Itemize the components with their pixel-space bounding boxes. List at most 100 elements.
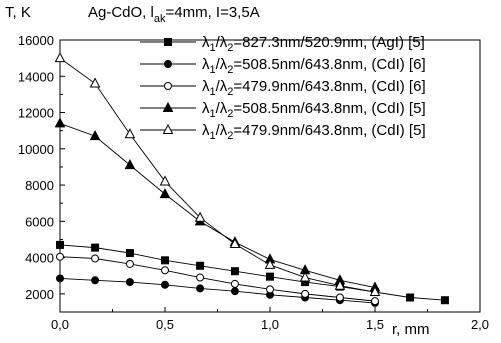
legend-marker [164,60,172,68]
legend-marker [164,82,172,90]
data-point [440,296,449,305]
data-point [161,280,169,289]
legend-label-part: =479.9nm/643.8nm, (CdI) [6] [233,78,425,95]
x-tick-label: 0,5 [156,317,174,332]
data-point [56,274,64,283]
data-point [299,271,311,282]
legend-label: λ1/λ2=479.9nm/643.8nm, (CdI) [5] [202,122,426,142]
x-tick-label: 2,0 [471,317,489,332]
legend-label-part: λ [202,78,210,95]
legend-label-part: =508.5nm/643.8nm, (CdI) [6] [233,56,425,73]
legend-marker [164,38,172,46]
series-line [59,278,376,304]
chart-title: Ag-CdO, lak=4mm, I=3,5A [88,4,260,25]
y-tick-label: 12000 [18,106,54,121]
legend-label-part: 1 [210,108,216,120]
legend-label-part: 2 [227,64,233,76]
data-point [196,284,205,293]
legend-label-part: λ [202,34,210,51]
series-line [59,122,376,288]
legend-entry-4: λ1/λ2=508.5nm/643.8nm, (CdI) [5] [140,100,426,120]
data-point [159,188,171,199]
legend-label: λ1/λ2=827.3nm/520.9nm, (AgI) [5] [202,34,425,54]
legend-label-part: =479.9nm/643.8nm, (CdI) [5] [233,122,425,139]
data-point [89,130,101,141]
data-point [230,267,239,276]
legend-label-part: /λ [216,56,228,73]
y-tick-label: 8000 [25,178,54,193]
data-point [230,279,239,288]
data-point [266,272,274,281]
data-point [369,285,381,297]
data-point [229,237,241,248]
series-line [59,256,376,302]
legend-label-part: λ [202,56,210,73]
legend-entry-5: λ1/λ2=479.9nm/643.8nm, (CdI) [5] [140,122,426,142]
data-point [264,258,276,269]
series-5 [54,52,381,297]
x-tick-label: 1,0 [261,317,279,332]
data-point [91,243,100,252]
legend-label-part: /λ [216,78,228,95]
data-point [230,287,239,296]
data-point [125,278,134,287]
x-axis-label: r, mm [392,321,430,338]
data-point [334,279,346,290]
data-point [91,254,100,263]
legend-label-part: 2 [227,108,233,120]
data-point [196,273,205,282]
data-point [335,293,344,302]
series-4 [54,117,381,292]
y-tick-label: 14000 [18,69,54,84]
legend-label-part: =827.3nm/520.9nm, (AgI) [5] [233,34,424,51]
legend-label-part: 1 [210,42,216,54]
legend-label-part: 2 [227,42,233,54]
data-point [194,211,206,222]
legend-label-part: /λ [216,100,228,117]
data-point [124,159,136,170]
data-point [301,289,310,298]
legend-label-part: =508.5nm/643.8nm, (CdI) [5] [233,100,425,117]
data-point [125,249,134,258]
y-tick-label: 2000 [25,287,54,302]
legend-label-part: /λ [216,122,228,139]
legend-label-part: 2 [227,86,233,98]
data-point [91,276,100,285]
legend-label: λ1/λ2=479.9nm/643.8nm, (CdI) [6] [202,78,426,98]
data-point [56,252,64,261]
legend: λ1/λ2=827.3nm/520.9nm, (AgI) [5]λ1/λ2=50… [140,34,426,142]
series-line [59,57,376,293]
plot-area: 0,0 0,5 1,0 1,5 2,0 2000 4000 6000 8000 10000 1200… [18,33,489,332]
legend-marker [162,101,174,112]
legend-entry-1: λ1/λ2=827.3nm/520.9nm, (AgI) [5] [140,34,425,54]
data-point [89,77,101,88]
y-tick-label: 6000 [25,214,54,229]
data-point [371,297,379,306]
y-axis-unit-label: T, K [5,4,31,21]
series-2 [56,274,379,307]
legend-label-part: λ [202,122,210,139]
chart-title-part-1: Ag-CdO, l [88,4,154,21]
data-point [161,256,169,265]
chart-title-subscript: ak [154,13,166,25]
y-tick-label: 4000 [25,251,54,266]
legend-entry-2: λ1/λ2=508.5nm/643.8nm, (CdI) [6] [140,56,426,76]
series-3 [56,252,379,306]
chart-title-part-2: =4mm, I=3,5A [165,4,259,21]
legend-entry-3: λ1/λ2=479.9nm/643.8nm, (CdI) [6] [140,78,426,98]
series-line [59,244,445,301]
y-tick-label: 16000 [18,33,54,48]
y-tick-label: 10000 [18,142,54,157]
data-point [196,261,205,270]
data-point [159,175,171,186]
legend-label: λ1/λ2=508.5nm/643.8nm, (CdI) [6] [202,56,426,76]
legend-label: λ1/λ2=508.5nm/643.8nm, (CdI) [5] [202,100,426,120]
data-point [54,52,66,63]
data-point [54,117,66,128]
legend-marker [162,123,174,134]
data-point [406,293,415,302]
data-point [161,266,169,275]
data-point [56,240,64,249]
legend-label-part: 1 [210,86,216,98]
